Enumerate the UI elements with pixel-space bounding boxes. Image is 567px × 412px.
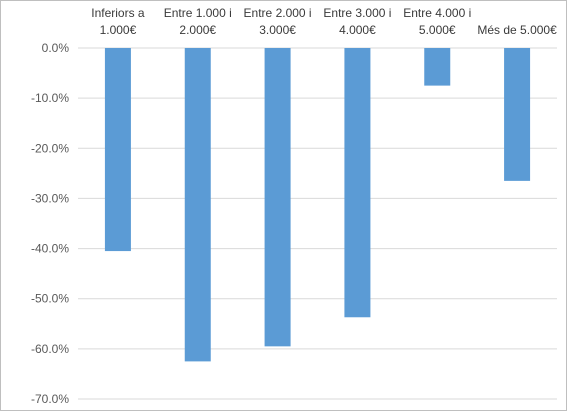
y-tick-label: -30.0% <box>31 191 69 205</box>
category-labels: Inferiors a 1.000€ Entre 1.000 i 2.000€ Entr… <box>91 6 557 37</box>
category-label: Entre 3.000 i 4.000€ <box>323 6 391 37</box>
bar <box>344 48 371 318</box>
category-label: Entre 2.000 i 3.000€ <box>244 6 312 37</box>
bars <box>104 48 531 362</box>
y-tick-label: -60.0% <box>31 342 69 356</box>
category-label: Entre 4.000 i 5.000€ <box>403 6 471 37</box>
y-tick-label: -10.0% <box>31 91 69 105</box>
y-axis-tick-labels: 0.0% -10.0% -20.0% -30.0% -40.0% -50.0% -60.0%… <box>31 41 69 406</box>
y-tick-label: -70.0% <box>31 392 69 406</box>
bar <box>104 48 131 252</box>
category-label: Més de 5.000€ <box>477 23 557 37</box>
y-tick-label: -20.0% <box>31 141 69 155</box>
category-label: Inferiors a 1.000€ <box>91 6 145 37</box>
gridlines <box>78 47 557 400</box>
bar <box>424 48 451 86</box>
bar <box>264 48 291 347</box>
y-tick-label: 0.0% <box>42 41 70 55</box>
category-label: Entre 1.000 i 2.000€ <box>164 6 232 37</box>
y-tick-label: -50.0% <box>31 292 69 306</box>
y-tick-label: -40.0% <box>31 242 69 256</box>
bar <box>504 48 531 181</box>
bar <box>184 48 211 362</box>
